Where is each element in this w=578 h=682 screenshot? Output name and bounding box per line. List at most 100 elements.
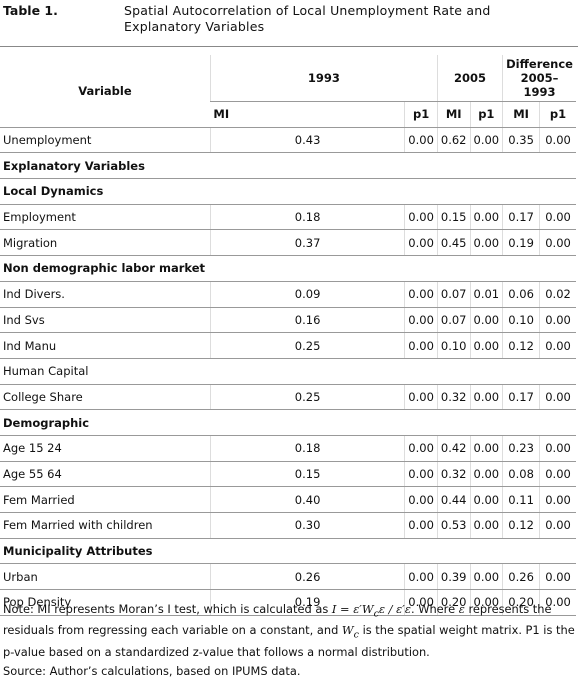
cell: 0.45 (436, 229, 470, 257)
cell: 0.32 (436, 461, 470, 488)
row-label: Urban (0, 563, 211, 591)
cell: 0.00 (469, 127, 503, 154)
cell: 0.16 (209, 307, 405, 334)
cell: 0.17 (502, 384, 540, 411)
cell: 0.17 (502, 204, 540, 231)
cell: 0.00 (539, 589, 576, 616)
cell: 0.12 (502, 332, 540, 359)
section-header: Non demographic labor market (0, 255, 576, 282)
cell: 0.00 (404, 486, 438, 513)
formula: ε (458, 602, 465, 616)
cell: 0.00 (404, 332, 438, 359)
cell: 0.11 (502, 486, 540, 513)
row-label: Fem Married (0, 486, 211, 513)
column-header: MI (502, 101, 540, 128)
cell: 0.00 (404, 127, 438, 154)
cell: 0.39 (436, 563, 470, 591)
cell: 0.00 (404, 307, 438, 334)
table-row: Human Capital (0, 358, 576, 385)
note: Note: MI represents Moran’s I test, whic… (3, 601, 577, 661)
row-label: Ind Manu (0, 332, 211, 359)
formula: c (373, 608, 379, 620)
table-title: Spatial Autocorrelation of Local Unemplo… (124, 3, 491, 34)
table-row: Unemployment 0.43 0.00 0.62 0.00 0.35 0.00 (0, 127, 576, 154)
table-row: Urban 0.26 0.00 0.39 0.00 0.26 0.00 (0, 563, 576, 591)
table-label: Table 1. (3, 3, 58, 18)
column-header: Variable (0, 55, 211, 128)
cell: 0.07 (436, 281, 470, 308)
cell: 0.10 (502, 307, 540, 334)
cell: 0.00 (404, 204, 438, 231)
table-row: Fem Married 0.40 0.00 0.44 0.00 0.11 0.00 (0, 486, 576, 513)
cell: 0.26 (209, 563, 405, 591)
cell: 0.00 (539, 563, 576, 591)
cell: 0.00 (469, 332, 503, 359)
cell: 0.00 (469, 563, 503, 591)
cell: 0.09 (209, 281, 405, 308)
cell: 0.00 (404, 435, 438, 462)
cell: 0.32 (436, 384, 470, 411)
cell: 0.00 (404, 281, 438, 308)
table-row: Explanatory Variables (0, 152, 576, 180)
table-row: Fem Married with children 0.30 0.00 0.53 0.0… (0, 512, 576, 539)
row-label: Human Capital (0, 358, 576, 385)
cell: 0.00 (469, 461, 503, 488)
cell: 0.00 (539, 384, 576, 411)
cell: 0.23 (502, 435, 540, 462)
formula: W (341, 623, 354, 638)
cell: 0.00 (539, 204, 576, 231)
note-text: . Where (410, 602, 459, 616)
cell: 0.00 (469, 486, 503, 513)
table-row: Ind Manu 0.25 0.00 0.10 0.00 0.12 0.00 (0, 332, 576, 359)
column-header: p1 (539, 101, 576, 128)
formula: I = ε′W (331, 602, 374, 616)
source: Source: Author’s calculations, based on … (3, 664, 301, 678)
cell: 0.00 (539, 461, 576, 488)
row-label: Migration (0, 229, 211, 257)
column-header: p1 (469, 101, 503, 128)
cell: 0.00 (539, 127, 576, 154)
cell: 0.01 (469, 281, 503, 308)
cell: 0.20 (502, 589, 540, 616)
cell: 0.00 (539, 435, 576, 462)
row-label: Age 15 24 (0, 435, 211, 462)
header-row: Variable 1993 2005 Difference 2005–1993 (0, 55, 576, 128)
cell: 0.00 (469, 204, 503, 231)
section-header: Municipality Attributes (0, 538, 576, 565)
cell: 0.08 (502, 461, 540, 488)
cell: 0.00 (404, 384, 438, 411)
cell: 0.20 (436, 589, 470, 616)
column-header: p1 (404, 101, 438, 128)
row-label: Fem Married with children (0, 512, 211, 539)
row-label: College Share (0, 384, 211, 411)
cell: 0.00 (469, 589, 503, 616)
table-row: Non demographic labor market (0, 255, 576, 282)
cell: 0.37 (209, 229, 405, 257)
cell: 0.10 (436, 332, 470, 359)
cell: 0.25 (209, 332, 405, 359)
row-label: Employment (0, 204, 211, 231)
cell: 0.15 (436, 204, 470, 231)
table: Variable 1993 2005 Difference 2005–1993 MI p1… (0, 55, 576, 616)
cell: 0.26 (502, 563, 540, 591)
table-row: Pop Density 0.19 0.00 0.20 0.00 0.20 0.00 (0, 589, 576, 616)
cell: 0.00 (404, 461, 438, 488)
cell: 0.00 (404, 229, 438, 257)
cell: 0.02 (539, 281, 576, 308)
cell: 0.00 (469, 384, 503, 411)
cell: 0.00 (469, 307, 503, 334)
cell: 0.25 (209, 384, 405, 411)
cell: 0.30 (209, 512, 405, 539)
table-row: Local Dynamics (0, 178, 576, 205)
cell: 0.15 (209, 461, 405, 488)
cell: 0.00 (539, 486, 576, 513)
table-row: Migration 0.37 0.00 0.45 0.00 0.19 0.00 (0, 229, 576, 257)
cell: 0.00 (404, 512, 438, 539)
cell: 0.00 (539, 512, 576, 539)
cell: 0.00 (404, 563, 438, 591)
cell: 0.00 (539, 332, 576, 359)
header: Table 1. Spatial Autocorrelation of Loca… (0, 0, 578, 47)
cell: 0.40 (209, 486, 405, 513)
section-header: Explanatory Variables (0, 152, 576, 180)
